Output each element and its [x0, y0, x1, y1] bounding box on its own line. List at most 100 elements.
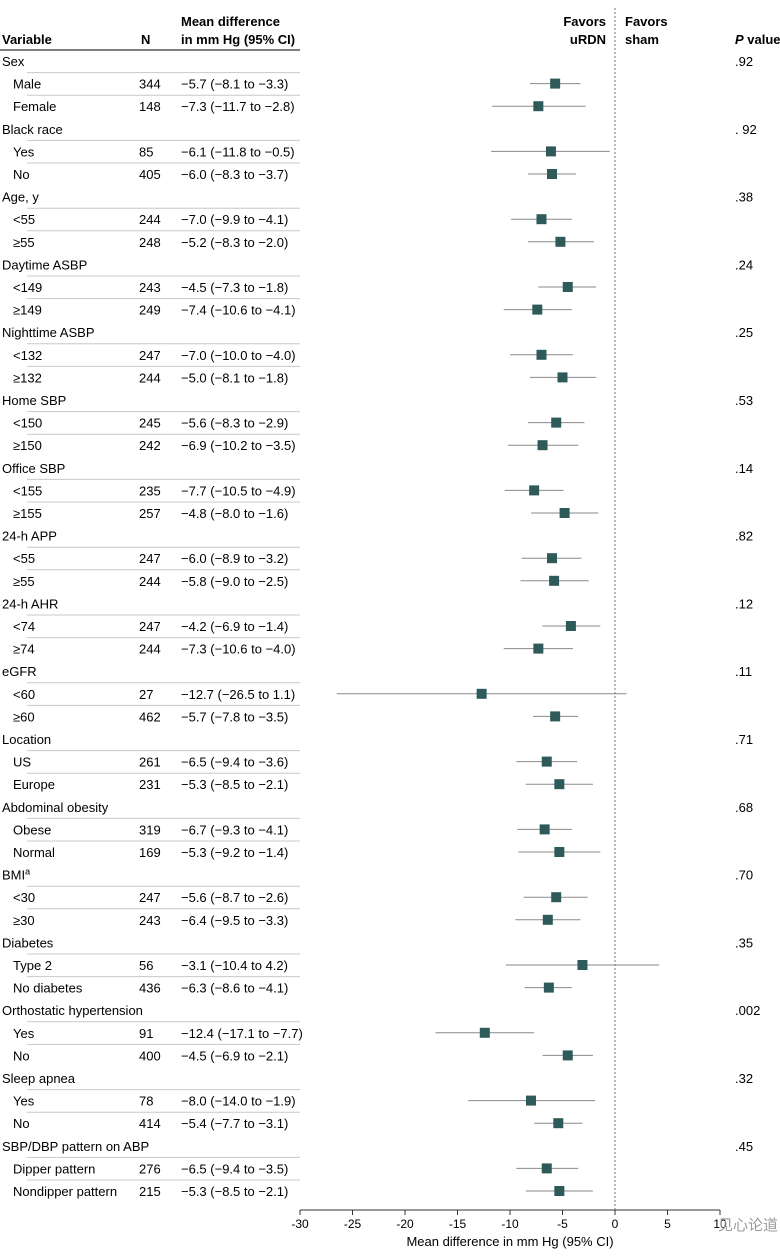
- point-estimate-marker: [541, 1163, 552, 1174]
- group-label: Black race: [2, 122, 63, 137]
- point-estimate-marker: [562, 282, 573, 292]
- group-label: Sleep apnea: [2, 1071, 76, 1086]
- table-rows: Sex .92 Male 344 −5.7 (−8.1 to −3.3) Female 14…: [2, 54, 760, 1199]
- point-estimate-marker: [541, 756, 552, 767]
- row-label: <150: [13, 416, 42, 431]
- row-n: 244: [139, 370, 161, 385]
- x-tick-label: 5: [664, 1217, 671, 1231]
- row-n: 244: [139, 212, 161, 227]
- group-p-value: .24: [735, 257, 753, 272]
- row-label: No: [13, 1116, 30, 1131]
- row-ci-text: −6.5 (−9.4 to −3.5): [181, 1161, 288, 1176]
- x-tick-label: 10: [713, 1217, 727, 1231]
- group-label: Diabetes: [2, 935, 54, 950]
- row-label: <74: [13, 619, 35, 634]
- row-n: 243: [139, 280, 161, 295]
- group-p-value: .14: [735, 461, 753, 476]
- row-ci-text: −12.4 (−17.1 to −7.7): [181, 1026, 303, 1041]
- row-label: Yes: [13, 144, 35, 159]
- group-p-value: .68: [735, 800, 753, 815]
- row-ci-text: −3.1 (−10.4 to 4.2): [181, 958, 288, 973]
- row-n: 148: [139, 99, 161, 114]
- x-tick-label: -5: [557, 1217, 568, 1231]
- x-tick-label: 0: [612, 1217, 619, 1231]
- x-axis-title: Mean difference in mm Hg (95% CI): [406, 1234, 613, 1249]
- row-label: <55: [13, 212, 35, 227]
- row-ci-text: −6.4 (−9.5 to −3.3): [181, 913, 288, 928]
- header-pvalue-rest: value: [744, 32, 780, 47]
- group-label: Orthostatic hypertension: [2, 1003, 143, 1018]
- x-tick-label: -25: [344, 1217, 362, 1231]
- row-label: Europe: [13, 777, 55, 792]
- row-n: 400: [139, 1048, 161, 1063]
- row-label: Yes: [13, 1026, 35, 1041]
- row-ci-text: −7.4 (−10.6 to −4.1): [181, 303, 296, 318]
- point-estimate-marker: [554, 847, 565, 857]
- x-tick-label: -20: [396, 1217, 414, 1231]
- group-p-value: .11: [735, 664, 752, 679]
- row-label: ≥149: [13, 303, 42, 318]
- row-ci-text: −6.5 (−9.4 to −3.6): [181, 755, 288, 770]
- row-n: 249: [139, 303, 161, 318]
- group-label: Location: [2, 732, 51, 747]
- header-md-line1: Mean difference: [181, 14, 280, 29]
- point-estimate-marker: [577, 960, 588, 970]
- row-ci-text: −6.9 (−10.2 to −3.5): [181, 438, 296, 453]
- row-n: 91: [139, 1026, 153, 1041]
- row-ci-text: −6.3 (−8.6 to −4.1): [181, 981, 288, 996]
- row-ci-text: −5.7 (−8.1 to −3.3): [181, 77, 288, 92]
- group-label-superscript: a: [25, 867, 30, 877]
- row-n: 27: [139, 687, 153, 702]
- point-estimate-marker: [554, 779, 565, 790]
- group-label: SBP/DBP pattern on ABP: [2, 1139, 149, 1154]
- header-favors-urdn-2: uRDN: [570, 32, 606, 47]
- row-n: 276: [139, 1161, 161, 1176]
- row-n: 319: [139, 822, 161, 837]
- group-label: Age, y: [2, 190, 39, 205]
- row-label: <155: [13, 483, 42, 498]
- row-ci-text: −5.0 (−8.1 to −1.8): [181, 370, 288, 385]
- header-favors-urdn-1: Favors: [563, 14, 606, 29]
- row-label: ≥55: [13, 574, 35, 589]
- header-variable: Variable: [2, 32, 52, 47]
- row-n: 247: [139, 619, 161, 634]
- row-ci-text: −6.0 (−8.9 to −3.2): [181, 551, 288, 566]
- row-n: 257: [139, 506, 161, 521]
- group-p-value: .38: [735, 190, 753, 205]
- row-label: Normal: [13, 845, 55, 860]
- group-p-value: .25: [735, 325, 753, 340]
- group-label: 24-h APP: [2, 529, 57, 544]
- point-estimate-marker: [550, 711, 561, 722]
- row-n: 215: [139, 1184, 161, 1199]
- point-estimate-marker: [551, 892, 562, 903]
- row-n: 242: [139, 438, 161, 453]
- row-label: <30: [13, 890, 35, 905]
- group-label: Office SBP: [2, 461, 65, 476]
- point-estimate-marker: [559, 508, 570, 518]
- header-pvalue: P value: [735, 32, 780, 47]
- point-estimate-marker: [542, 914, 553, 925]
- point-estimate-marker: [537, 440, 548, 451]
- row-ci-text: −6.7 (−9.3 to −4.1): [181, 822, 288, 837]
- point-estimate-marker: [529, 485, 540, 496]
- row-label: Female: [13, 99, 56, 114]
- row-label: ≥74: [13, 642, 35, 657]
- point-estimate-marker: [533, 101, 544, 112]
- point-estimate-marker: [543, 982, 554, 993]
- group-p-value: .70: [735, 868, 753, 883]
- group-label: Nighttime ASBP: [2, 325, 95, 340]
- point-estimate-marker: [551, 417, 562, 428]
- row-label: No diabetes: [13, 981, 83, 996]
- row-n: 261: [139, 755, 161, 770]
- group-label: 24-h AHR: [2, 596, 58, 611]
- row-ci-text: −4.5 (−7.3 to −1.8): [181, 280, 288, 295]
- row-n: 436: [139, 981, 161, 996]
- row-n: 169: [139, 845, 161, 860]
- row-label: ≥60: [13, 709, 35, 724]
- row-label: ≥55: [13, 235, 35, 250]
- row-ci-text: −5.8 (−9.0 to −2.5): [181, 574, 288, 589]
- row-n: 247: [139, 348, 161, 363]
- row-ci-text: −5.4 (−7.7 to −3.1): [181, 1116, 288, 1131]
- row-n: 244: [139, 574, 161, 589]
